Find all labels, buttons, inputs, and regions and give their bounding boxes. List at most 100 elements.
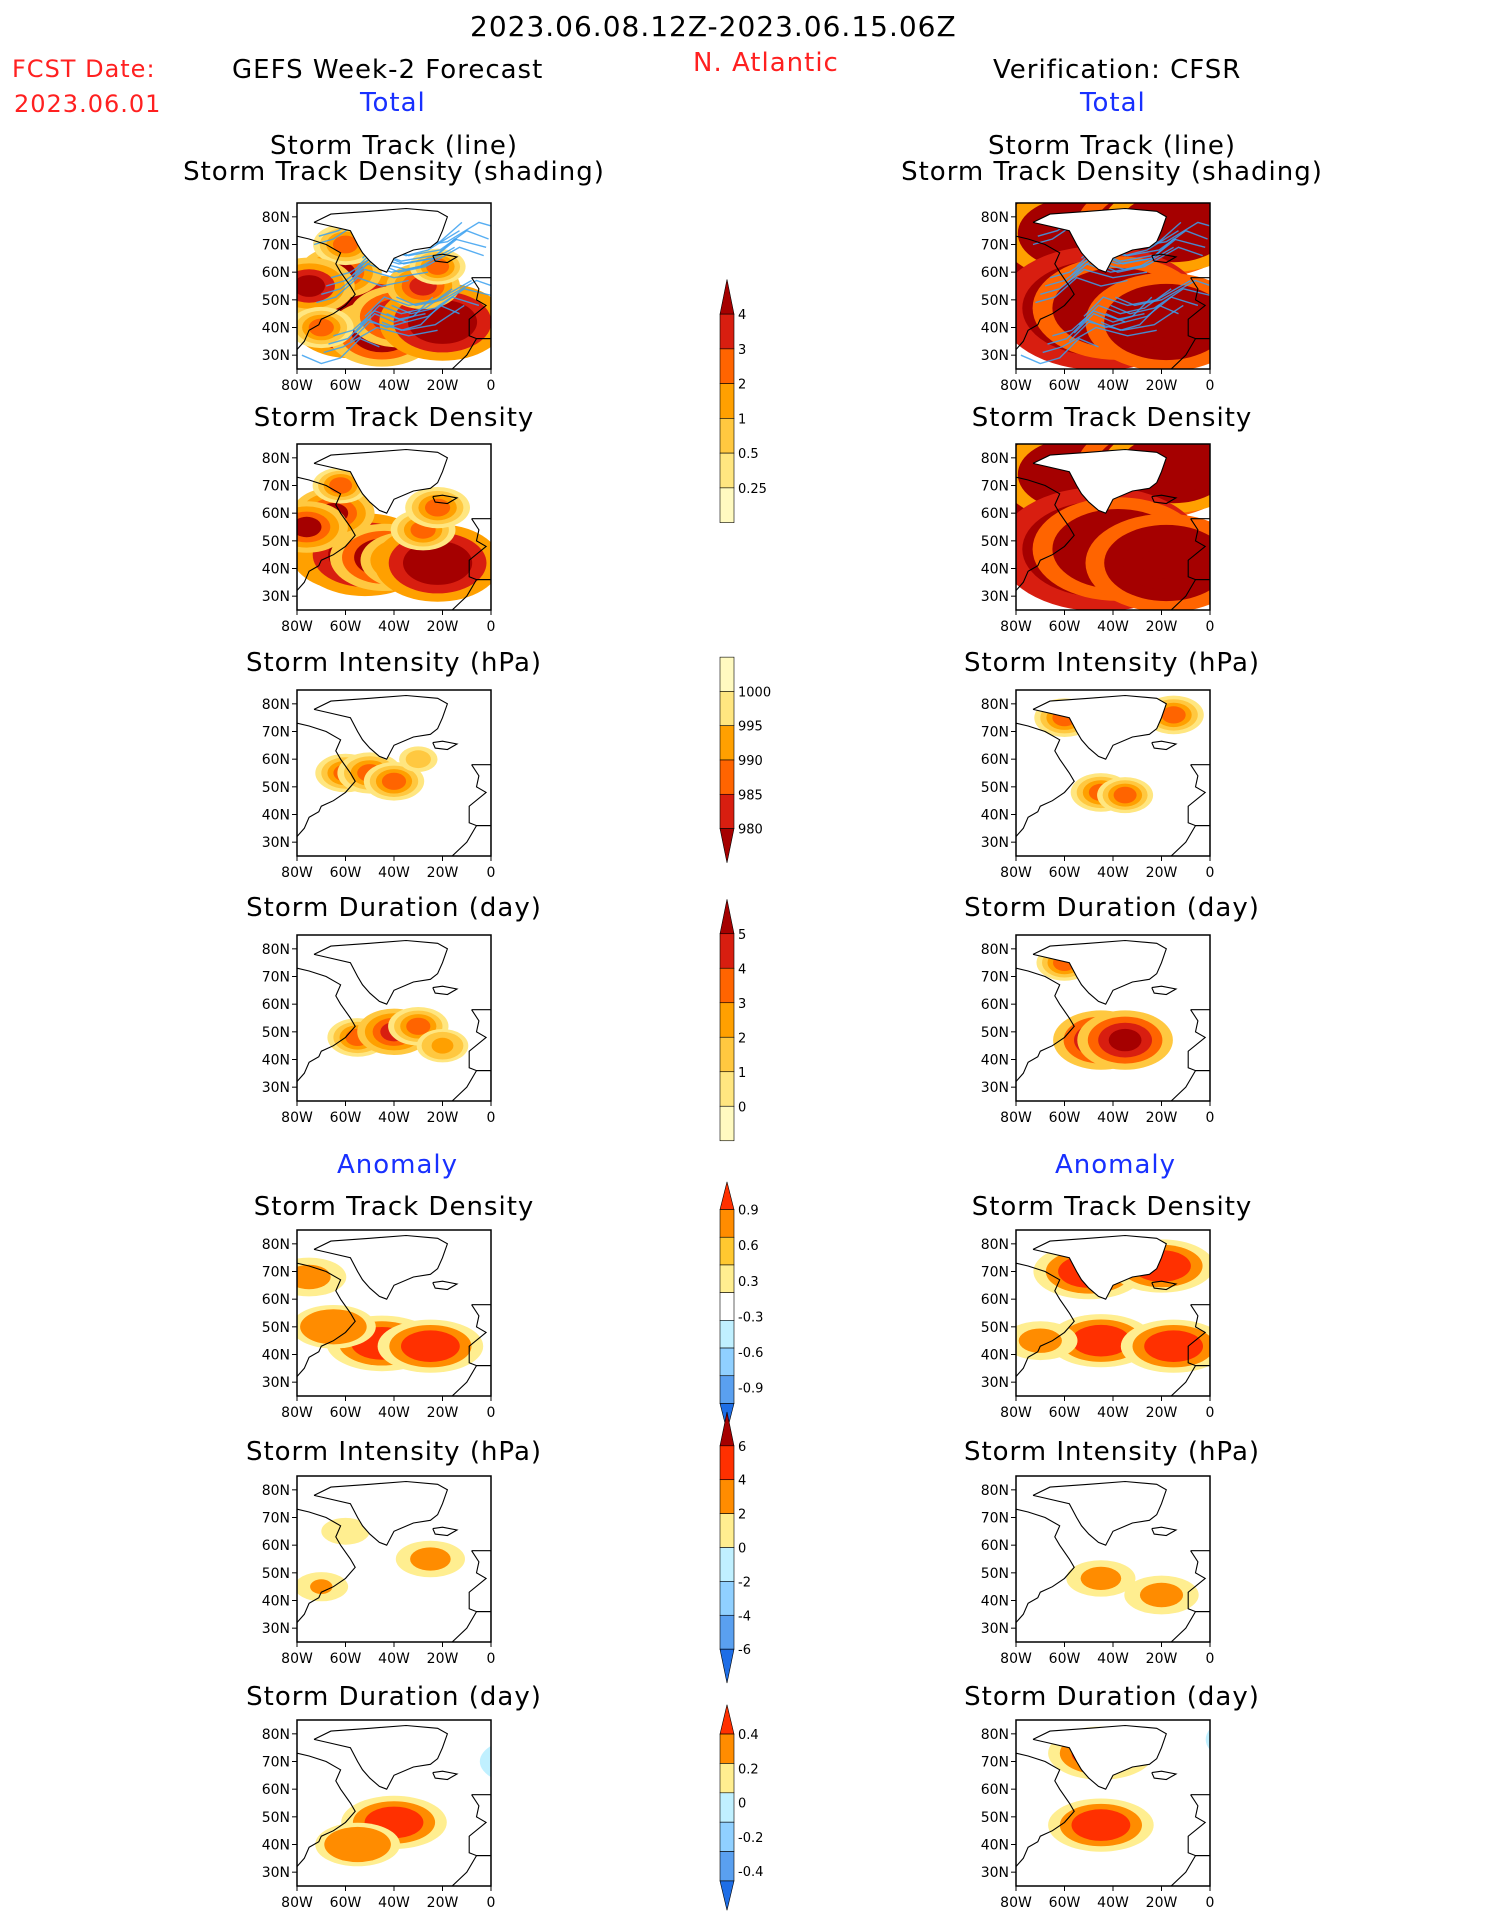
title-track-line-left: Storm Track (line) xyxy=(270,131,518,161)
obs-intensity-anomaly-shade-5-1 xyxy=(1147,1586,1176,1604)
colorbar-duration-label-2: 3 xyxy=(738,997,746,1012)
colorbar-duration-anomaly-arrow-bottom xyxy=(719,1880,735,1911)
obs-density-anomaly-shade-0-1 xyxy=(1300,1297,1338,1319)
obs-duration-anomaly-coastline-3 xyxy=(1187,1794,1210,1857)
fcst-duration-shade-3-1 xyxy=(431,1037,454,1054)
fcst-duration-anomaly-shade-3-1 xyxy=(623,1753,651,1770)
obs-duration-coastline-2 xyxy=(1151,985,1178,996)
obs-intensity-anomaly-lon-label-1: 60W xyxy=(1049,1651,1081,1667)
colorbar-intensity-anomaly-label-4: -2 xyxy=(738,1575,751,1590)
fcst-track-track-line-15 xyxy=(386,296,480,323)
obs-density-anomaly-lat-label-2: 60N xyxy=(981,1292,1009,1308)
obs-density-lat-label-3: 50N xyxy=(981,534,1009,550)
colorbar-intensity-anomaly-label-2: 2 xyxy=(738,1508,746,1523)
title-intensity-left: Storm Intensity (hPa) xyxy=(245,648,543,678)
fcst-density-anomaly-shade-4-1 xyxy=(297,1268,323,1286)
obs-duration-anomaly-lat-label-4: 40N xyxy=(981,1838,1009,1854)
obs-duration-anomaly-map: 80N 70N 60N 50N 40N 30N 80W 60W 40W 20W 0 xyxy=(981,1719,1396,1911)
obs-intensity-anomaly-lon-label-3: 20W xyxy=(1146,1651,1178,1667)
obs-track-track-line-8 xyxy=(1078,288,1172,326)
obs-track-shade-6-1 xyxy=(1141,306,1192,338)
colorbar-intensity-anomaly-segment-2 xyxy=(719,1479,735,1514)
fcst-density-shade-6-1 xyxy=(425,498,451,517)
fcst-intensity-lon-label-3: 20W xyxy=(427,865,459,881)
fcst-duration-coastline-2 xyxy=(432,985,459,996)
obs-intensity-lat-label-1: 70N xyxy=(981,725,1009,741)
obs-density-lon-label-1: 60W xyxy=(1049,619,1081,635)
fcst-density-anomaly-lat-label-0: 80N xyxy=(262,1237,290,1253)
obs-intensity-anomaly-lat-label-2: 60N xyxy=(981,1538,1009,1554)
title-intensity-right: Storm Intensity (hPa) xyxy=(963,648,1261,678)
fcst-duration-anomaly-shade-1-1 xyxy=(537,1822,567,1840)
fcst-intensity-lat-label-2: 60N xyxy=(262,752,290,768)
obs-duration-anomaly-lon-label-0: 80W xyxy=(1000,1895,1032,1911)
fcst-density-anomaly-shade-3-1 xyxy=(318,1317,349,1337)
fcst-duration-anomaly-shade-2-2 xyxy=(501,1747,555,1776)
obs-intensity-lon-label-2: 40W xyxy=(1097,865,1129,881)
obs-intensity-lon-label-4: 0 xyxy=(1206,865,1215,881)
obs-duration-anomaly-shade-3-1 xyxy=(1083,1814,1119,1836)
fcst-density-shade-9-1 xyxy=(297,516,322,538)
obs-track-track-line-2 xyxy=(1083,279,1191,317)
obs-intensity-anomaly-shade-4-2 xyxy=(1280,1569,1310,1587)
obs-intensity-anomaly-shade-0-1 xyxy=(1345,1505,1366,1519)
obs-density-lon-label-4: 0 xyxy=(1206,619,1215,635)
colorbar-density-label-4: 0.5 xyxy=(738,447,759,462)
fcst-track-track-line-24 xyxy=(379,246,484,273)
fcst-intensity-lat-label-0: 80N xyxy=(262,697,290,713)
fcst-duration-anomaly-lon-label-1: 60W xyxy=(330,1895,362,1911)
obs-intensity-anomaly-lat-label-0: 80N xyxy=(981,1483,1009,1499)
obs-intensity-map: 80N 70N 60N 50N 40N 30N 80W 60W 40W 20W 0 xyxy=(981,689,1215,881)
obs-duration-anomaly-lon-label-1: 60W xyxy=(1049,1895,1081,1911)
fcst-track-track-line-0 xyxy=(301,337,380,365)
fcst-track-track-line-23 xyxy=(347,246,455,284)
obs-duration-lat-label-1: 70N xyxy=(981,970,1009,986)
fcst-density-lon-label-1: 60W xyxy=(330,619,362,635)
obs-track-lon-label-3: 20W xyxy=(1146,378,1178,394)
obs-density-lat-label-2: 60N xyxy=(981,506,1009,522)
obs-density-lon-label-0: 80W xyxy=(1000,619,1032,635)
fcst-density-lon-label-3: 20W xyxy=(427,619,459,635)
obs-duration-anomaly-lon-label-4: 0 xyxy=(1206,1895,1215,1911)
obs-duration-lat-label-0: 80N xyxy=(981,942,1009,958)
obs-intensity-anomaly-shade-0-4 xyxy=(1331,1499,1379,1526)
title-duration-anom-left: Storm Duration (day) xyxy=(246,1682,542,1712)
colorbar-duration-label-4: 1 xyxy=(738,1066,746,1081)
obs-intensity-anomaly-lat-label-3: 50N xyxy=(981,1566,1009,1582)
obs-density-anomaly-coastline-0 xyxy=(1032,1234,1167,1300)
obs-density-anomaly-shade-5-1 xyxy=(1026,1332,1055,1350)
colorbar-density-anomaly: 0.9 0.6 0.3 -0.3 -0.6 -0.9 xyxy=(719,1181,763,1432)
obs-duration-anomaly-shade-4-1 xyxy=(1363,1821,1396,1841)
fcst-density-anomaly-coastline-2 xyxy=(432,1280,459,1291)
colorbar-duration: 5 4 3 2 1 0 xyxy=(719,899,746,1142)
fcst-track-coastline-0 xyxy=(313,207,449,273)
obs-duration-anomaly-lat-label-1: 70N xyxy=(981,1755,1009,1771)
obs-duration-anomaly-lon-label-2: 40W xyxy=(1097,1895,1129,1911)
obs-density-coastline-0 xyxy=(1032,448,1167,514)
colorbar-duration-anomaly: 0.4 0.2 0 -0.2 -0.4 xyxy=(719,1704,763,1911)
obs-density-anomaly-lon-label-3: 20W xyxy=(1146,1405,1178,1421)
fcst-duration-anomaly-shade-1-2 xyxy=(527,1817,575,1844)
fcst-intensity-coastline-1 xyxy=(297,722,356,838)
obs-duration-coastline-3 xyxy=(1187,1009,1210,1072)
fcst-track-track-line-22 xyxy=(316,276,409,304)
fcst-duration-anomaly-shade-2-1 xyxy=(511,1752,544,1772)
obs-intensity-anomaly-shade-0-3 xyxy=(1336,1501,1375,1524)
fcst-intensity-anomaly-shade-0-1 xyxy=(589,1571,611,1586)
fcst-density-lat-label-1: 70N xyxy=(262,479,290,495)
obs-duration-map: 80N 70N 60N 50N 40N 30N 80W 60W 40W 20W 0 xyxy=(981,934,1215,1126)
fcst-duration-anomaly-lon-label-2: 40W xyxy=(378,1895,410,1911)
obs-intensity-lat-label-4: 40N xyxy=(981,808,1009,824)
obs-intensity-shade-4-1 xyxy=(1113,786,1137,804)
fcst-intensity-anomaly-lat-label-2: 60N xyxy=(262,1538,290,1554)
obs-duration-lat-label-5: 30N xyxy=(981,1080,1009,1096)
colorbar-duration-anomaly-segment-5 xyxy=(719,1851,735,1882)
fcst-intensity-coastline-3 xyxy=(468,764,491,827)
fcst-duration-anomaly-lat-label-2: 60N xyxy=(262,1782,290,1798)
obs-density-anomaly-lon-label-2: 40W xyxy=(1097,1405,1129,1421)
fcst-intensity-coastline-2 xyxy=(432,740,459,751)
obs-duration-lon-label-4: 0 xyxy=(1206,1110,1215,1126)
fcst-duration-anomaly-lat-label-4: 40N xyxy=(262,1838,290,1854)
fcst-density-anomaly-lon-label-0: 80W xyxy=(281,1405,313,1421)
fcst-duration-anomaly-shade-3-2 xyxy=(615,1749,658,1773)
